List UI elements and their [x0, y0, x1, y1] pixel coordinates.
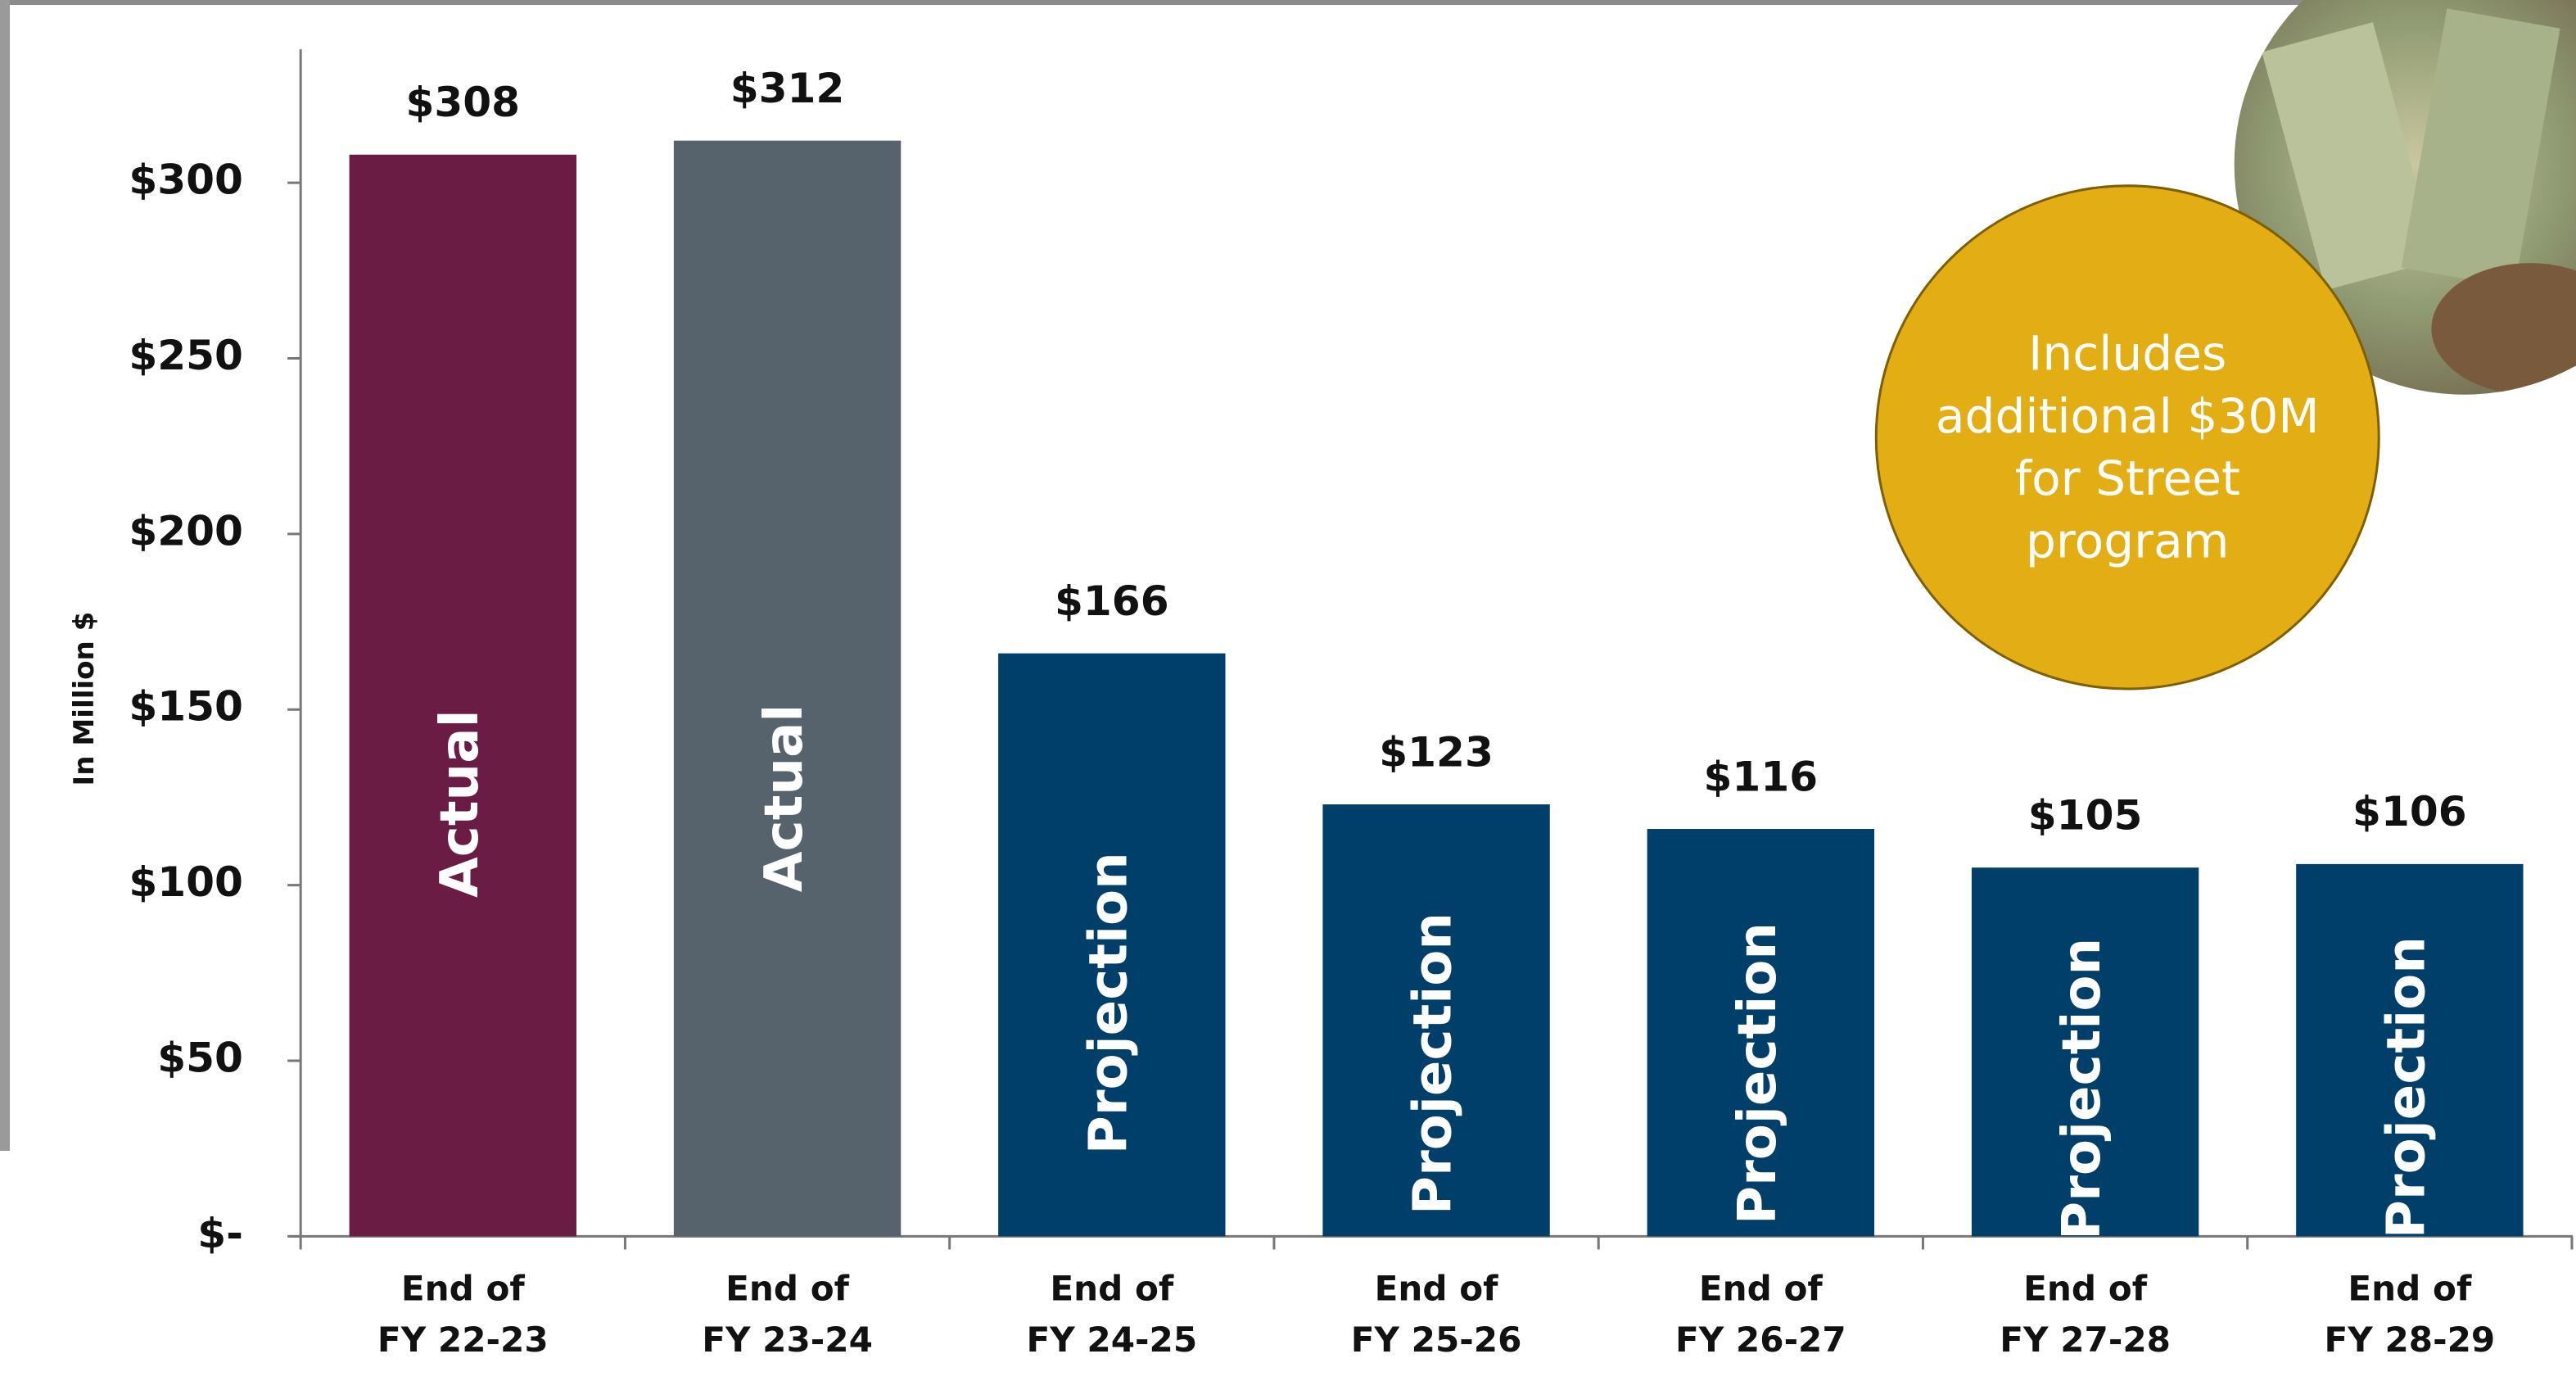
bar	[349, 154, 576, 1237]
y-tick-label: $200	[129, 506, 243, 555]
annotation-box: Includes additional $30M for Street prog…	[1935, 325, 2320, 569]
x-tick-label: End of FY 25-26	[1350, 1269, 1522, 1360]
x-tick-label-box: End of FY 26-27	[1674, 1269, 1846, 1360]
x-tick-label: End of FY 28-29	[2324, 1269, 2496, 1360]
x-tick-label-box: End of FY 22-23	[377, 1269, 549, 1360]
bar-label: Actual	[429, 709, 490, 898]
value-label: $106	[2352, 787, 2467, 835]
x-tick-label: End of FY 27-28	[2000, 1269, 2171, 1360]
bar-label: Projection	[2375, 936, 2437, 1238]
bar-label: Projection	[2051, 938, 2113, 1240]
y-tick-label: $50	[157, 1033, 243, 1081]
value-label: $166	[1055, 577, 1169, 625]
x-tick-label: End of FY 22-23	[377, 1269, 549, 1360]
x-tick-label-box: End of FY 24-25	[1026, 1269, 1198, 1360]
annotation: Includes additional $30M for Street prog…	[1935, 325, 2320, 569]
frame-top	[0, 0, 2576, 6]
y-tick-label: $-	[197, 1209, 243, 1257]
x-tick-label: End of FY 26-27	[1674, 1269, 1846, 1360]
y-tick-label: $300	[129, 156, 243, 204]
value-label: $116	[1704, 752, 1819, 800]
bar	[2296, 863, 2524, 1237]
value-label: $308	[406, 78, 521, 126]
y-tick-label: $150	[129, 682, 243, 731]
frame-left	[0, 0, 11, 1151]
annotation-circle	[1874, 184, 2380, 690]
x-tick-label-box: End of FY 28-29	[2324, 1269, 2496, 1360]
x-tick-label-box: End of FY 27-28	[2000, 1269, 2171, 1360]
y-tick-label: $100	[129, 858, 243, 906]
x-tick-label-box: End of FY 23-24	[702, 1269, 873, 1360]
bar	[673, 140, 902, 1237]
bar	[998, 653, 1226, 1237]
x-tick-label-box: End of FY 25-26	[1350, 1269, 1522, 1360]
bar-label: Projection	[1403, 912, 1464, 1215]
bar-label: Projection	[1078, 852, 1139, 1154]
x-tick-label: End of FY 23-24	[702, 1269, 873, 1360]
value-label: $123	[1379, 727, 1494, 776]
value-label: $312	[730, 64, 845, 112]
y-tick-label: $250	[129, 331, 243, 379]
value-label: $105	[2028, 790, 2143, 839]
bar	[1647, 829, 1875, 1237]
bar-label: Projection	[1727, 922, 1788, 1225]
bar	[1322, 804, 1550, 1237]
bar-label: Actual	[753, 704, 815, 893]
y-axis-label: In Million $	[68, 612, 101, 786]
bar	[1971, 867, 2199, 1237]
x-tick-label: End of FY 24-25	[1026, 1269, 1198, 1360]
